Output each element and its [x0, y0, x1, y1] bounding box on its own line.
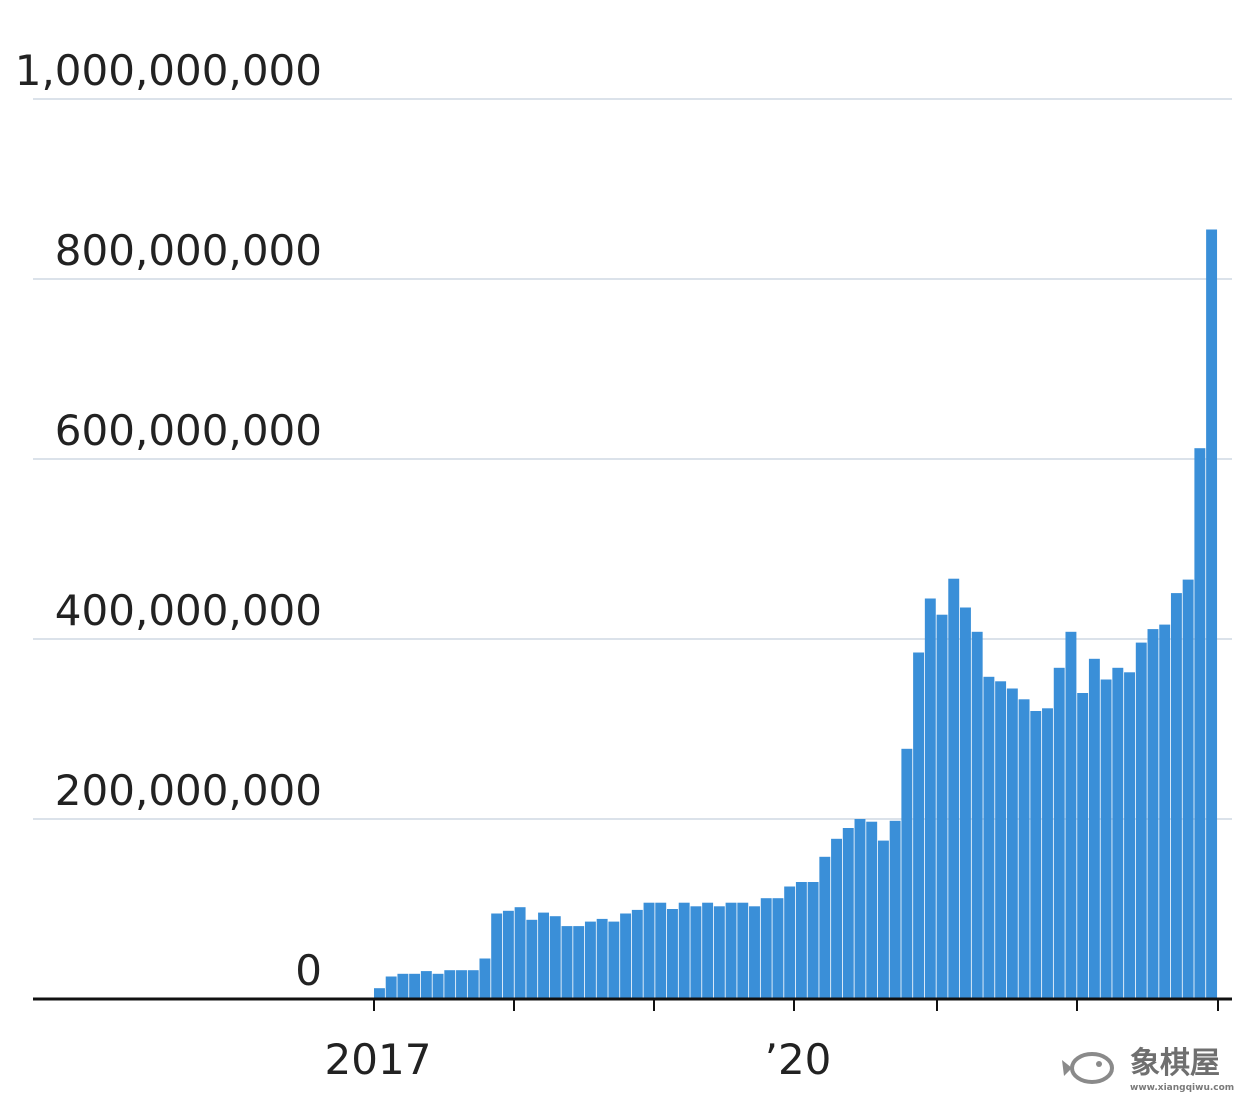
bar	[502, 910, 514, 999]
bar	[584, 921, 596, 999]
bar	[678, 902, 690, 999]
bar	[831, 838, 842, 999]
bar	[795, 882, 807, 999]
bar	[491, 913, 503, 999]
bar	[737, 902, 749, 999]
bar	[432, 973, 444, 999]
bar	[1088, 658, 1100, 999]
bar	[549, 916, 561, 999]
y-tick-label: 200,000,000	[55, 766, 322, 815]
bar	[749, 906, 760, 999]
bar	[1182, 579, 1194, 999]
bar	[456, 970, 467, 999]
bar	[538, 912, 549, 999]
bar	[760, 898, 772, 999]
y-axis-tick-labels: 0 200,000,000 400,000,000 600,000,000 800,00…	[15, 46, 322, 995]
bar	[526, 919, 538, 999]
bar	[620, 913, 632, 999]
bar	[1053, 667, 1065, 999]
bar	[1159, 624, 1171, 999]
bar	[561, 926, 573, 999]
bar	[877, 840, 889, 999]
bar	[842, 828, 854, 999]
watermark-url: www.xiangqiwu.com	[1130, 1083, 1234, 1093]
bar	[1147, 629, 1159, 999]
bar	[397, 973, 409, 999]
bar	[655, 902, 667, 999]
y-tick-label: 1,000,000,000	[15, 46, 322, 95]
bar	[1042, 708, 1053, 999]
bar	[913, 652, 925, 999]
bar	[514, 907, 526, 999]
bar	[1077, 693, 1089, 999]
y-tick-label: 600,000,000	[55, 406, 322, 455]
bar	[467, 970, 479, 999]
bar	[971, 631, 983, 999]
x-tick-label-2017: 2017	[325, 1035, 432, 1084]
bar	[1124, 672, 1135, 999]
bar	[1170, 593, 1182, 999]
bar	[901, 748, 913, 999]
bar	[1194, 448, 1206, 999]
bar	[702, 902, 714, 999]
bars	[374, 229, 1218, 999]
bar	[713, 906, 725, 999]
bar	[936, 614, 948, 999]
bar	[690, 906, 702, 999]
x-axis-tick-marks	[373, 999, 1219, 1011]
bar	[924, 598, 936, 999]
bar	[420, 971, 432, 999]
bar	[608, 921, 620, 999]
bar	[772, 898, 784, 999]
bar	[1206, 229, 1218, 999]
bar	[444, 970, 456, 999]
bar	[995, 681, 1007, 999]
watermark: 象棋屋 www.xiangqiwu.com	[1062, 1046, 1234, 1093]
bar	[889, 820, 901, 999]
bar	[819, 856, 831, 999]
bar	[667, 909, 678, 999]
bar	[1018, 699, 1030, 999]
bar	[784, 886, 796, 999]
bar	[479, 958, 491, 999]
chess-logo-icon	[1062, 1052, 1114, 1084]
bar	[631, 909, 643, 999]
bar	[948, 578, 960, 999]
bar	[409, 973, 421, 999]
bar	[1065, 631, 1077, 999]
bar	[643, 902, 655, 999]
bar	[866, 821, 878, 999]
bar	[1006, 688, 1018, 999]
bar	[1100, 679, 1112, 999]
bar	[725, 902, 737, 999]
bar	[983, 676, 995, 999]
bar	[1112, 667, 1124, 999]
bar	[854, 819, 866, 999]
bar	[960, 607, 971, 999]
bar	[1030, 711, 1042, 999]
y-tick-label: 0	[295, 946, 322, 995]
bar	[573, 926, 585, 999]
bar	[596, 918, 608, 999]
bar	[807, 882, 819, 999]
bar	[1135, 642, 1147, 999]
x-tick-label-20: ’20	[765, 1035, 832, 1084]
bar	[374, 988, 385, 999]
y-tick-label: 800,000,000	[55, 226, 322, 275]
y-tick-label: 400,000,000	[55, 586, 322, 635]
bar	[385, 976, 397, 999]
watermark-text: 象棋屋	[1130, 1046, 1220, 1081]
